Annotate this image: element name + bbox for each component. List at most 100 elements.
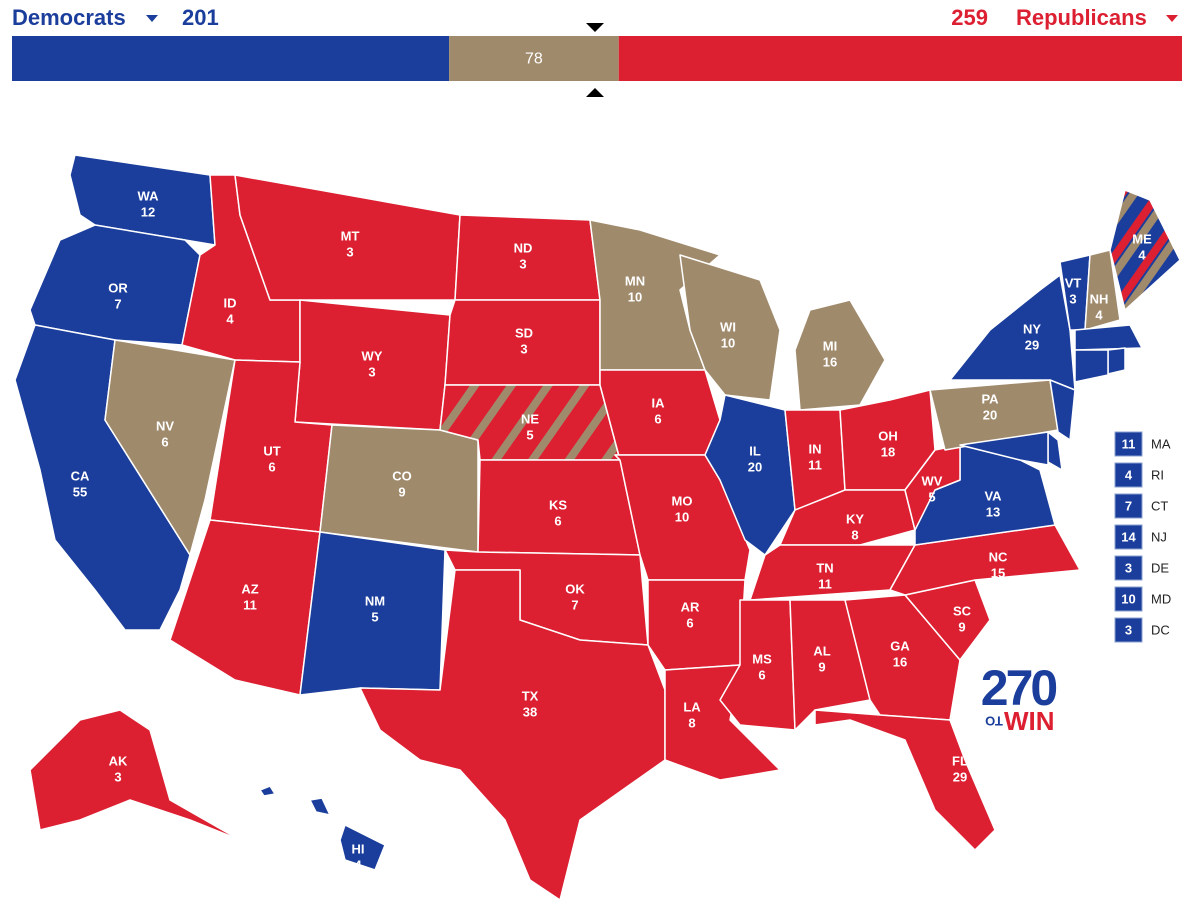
legend-votes: 4 [1125,467,1133,482]
bar-segment [449,36,619,81]
logo[interactable]: 270 TO WIN [981,660,1060,736]
state-votes: 3 [368,364,375,379]
state-abbr: PA [981,391,999,406]
state-shape [1107,347,1126,375]
legend-abbr: MA [1151,436,1171,451]
state-shape [647,579,746,671]
state-shape [794,299,886,411]
state-votes: 20 [983,407,997,422]
state-votes: 5 [526,427,533,442]
state-votes: 11 [808,457,822,472]
logo-win: WIN [1004,706,1055,736]
legend-votes: 10 [1121,591,1135,606]
state-abbr: ID [224,295,237,310]
state-abbr: NC [989,549,1008,564]
state-votes: 3 [114,769,121,784]
state-votes: 11 [243,597,257,612]
threshold-marker [586,23,604,32]
threshold-marker [586,88,604,97]
state-votes: 9 [398,484,405,499]
island-shape [309,797,331,816]
state-votes: 6 [654,411,661,426]
state-abbr: MI [823,338,837,353]
state-votes: 18 [881,444,895,459]
state-votes: 7 [571,597,578,612]
bar-segment [12,36,450,81]
state-votes: 8 [688,715,695,730]
state-votes: 16 [823,354,837,369]
state-abbr: GA [890,638,910,653]
state-abbr: AK [109,753,128,768]
state-abbr: ME [1132,231,1152,246]
dropdown-icon[interactable] [1166,15,1178,22]
state-votes: 29 [953,769,967,784]
state-abbr: NY [1023,321,1041,336]
states: WA12OR7CA55NV6ID4MT3WY3UT6AZ11CO9NM5ND3S… [14,154,1181,901]
legend-abbr: RI [1151,467,1164,482]
logo-number: 270 [981,660,1057,716]
dem-votes: 201 [182,5,219,30]
legend-abbr: MD [1151,591,1171,606]
state-abbr: MN [625,273,645,288]
state-abbr: KY [846,511,864,526]
state-shape [1084,249,1121,331]
state-abbr: FL [952,753,968,768]
state-abbr: AL [813,643,830,658]
state-shape [959,431,1049,466]
rep-label[interactable]: Republicans [1016,5,1147,30]
state-votes: 4 [1095,307,1103,322]
state-abbr: IL [749,443,761,458]
state-abbr: OK [565,581,585,596]
state-votes: 6 [554,513,561,528]
state-shape [339,824,386,871]
state-votes: 5 [371,609,378,624]
state-abbr: NH [1090,291,1109,306]
legend-abbr: NJ [1151,529,1167,544]
legend-box [1114,431,1143,457]
state-votes: 6 [686,615,693,630]
legend-abbr: DC [1151,622,1170,637]
state-votes: 3 [519,256,526,271]
state-abbr: IA [652,395,666,410]
legend-votes: 14 [1121,529,1136,544]
legend-votes: 7 [1125,498,1132,513]
legend-abbr: DE [1151,560,1169,575]
legend-box [1114,462,1143,488]
state-votes: 4 [354,857,362,872]
state-shape [949,274,1076,391]
state-votes: 5 [928,489,935,504]
state-abbr: VA [984,488,1002,503]
state-votes: 4 [1138,247,1146,262]
state-shape [679,254,781,401]
small-state-legend: 11 MA 4 RI 7 CT 14 NJ 3 DE 10 MD 3 DC [1114,431,1171,643]
state-votes: 15 [991,565,1005,580]
vote-bar: 78 [12,36,1182,81]
state-votes: 4 [226,311,234,326]
state-abbr: OR [108,280,128,295]
bar-segment [618,36,1182,81]
state-abbr: MT [341,228,360,243]
state-abbr: TX [522,688,539,703]
dropdown-icon[interactable] [146,15,158,22]
state-votes: 3 [520,341,527,356]
state-votes: 12 [141,204,155,219]
legend-box [1114,586,1143,612]
state-abbr: VT [1065,275,1082,290]
state-shape [1074,324,1143,351]
state-votes: 10 [675,509,689,524]
state-votes: 6 [161,434,168,449]
state-abbr: WA [138,188,160,203]
state-shape [454,214,601,301]
state-shape [1109,189,1181,311]
state-votes: 20 [748,459,762,474]
state-votes: 8 [851,527,858,542]
state-abbr: MO [672,493,693,508]
state-votes: 7 [114,296,121,311]
state-abbr: AZ [241,581,258,596]
legend-box [1114,617,1143,643]
state-shape [904,444,961,531]
dem-label[interactable]: Democrats [12,5,126,30]
state-abbr: HI [352,841,365,856]
state-abbr: UT [263,443,280,458]
